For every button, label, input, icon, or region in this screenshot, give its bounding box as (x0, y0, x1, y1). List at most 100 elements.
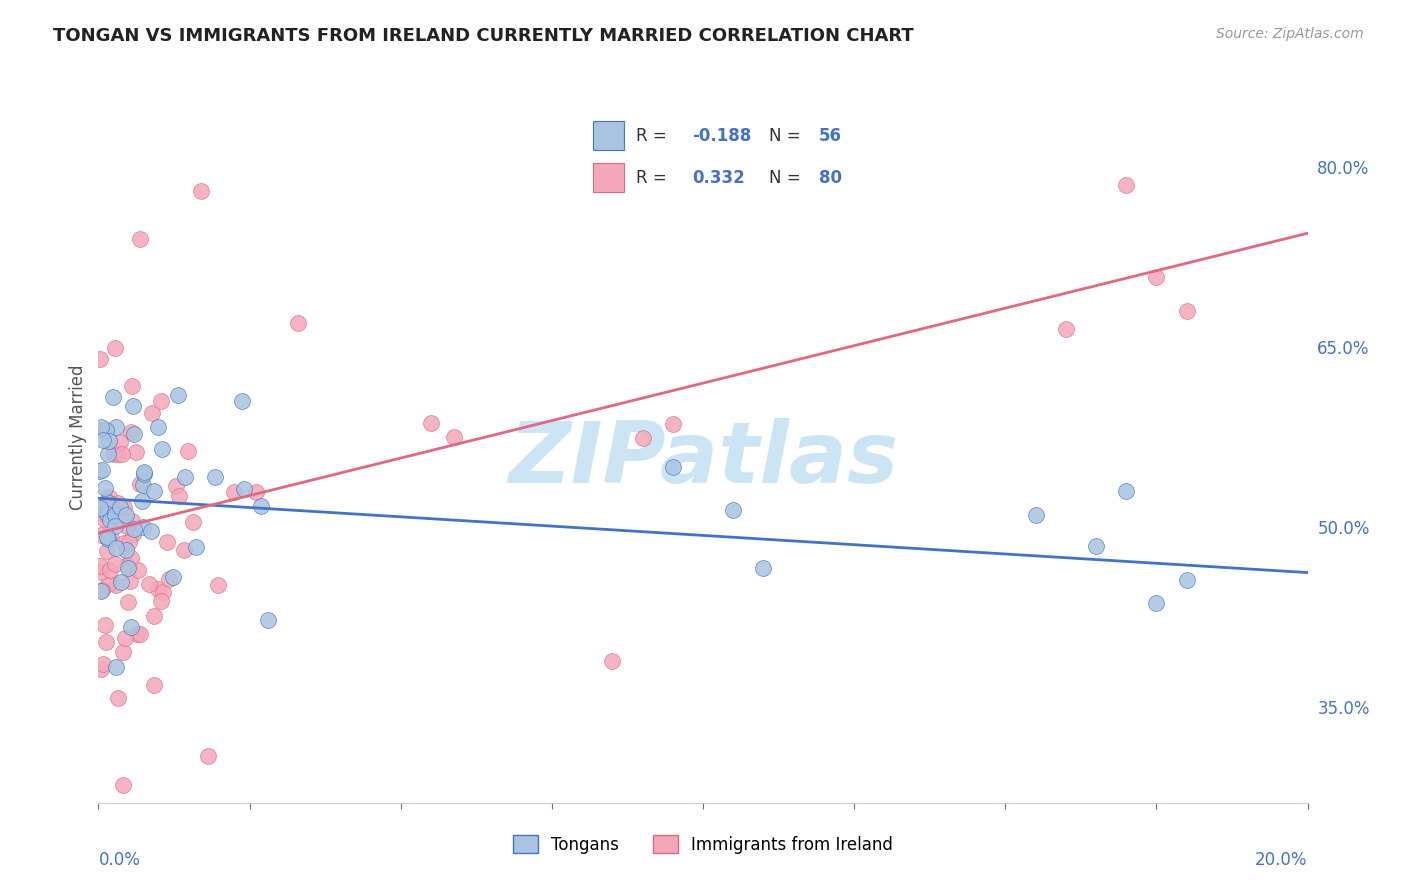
Point (97, 532, 120, 546)
Point (89, 351, 111, 366)
Text: 56: 56 (818, 127, 842, 145)
Point (121, 619, 143, 633)
Point (723, 502, 745, 516)
Point (112, 500, 135, 514)
Point (224, 485, 246, 500)
Point (107, 447, 129, 461)
Point (104, 508, 127, 522)
Point (93, 506, 115, 520)
Point (115, 558, 138, 573)
Point (142, 608, 165, 623)
Point (157, 572, 180, 586)
Point (127, 627, 149, 641)
Point (631, 431, 654, 445)
Point (94, 617, 117, 632)
Point (98, 434, 121, 448)
Point (752, 561, 775, 575)
Point (173, 470, 195, 484)
Point (1175, 304, 1198, 318)
Point (121, 379, 143, 393)
Point (96, 543, 118, 558)
Point (89, 464, 111, 478)
Point (167, 388, 190, 402)
Point (120, 425, 142, 439)
Point (100, 531, 122, 545)
Point (105, 541, 128, 555)
Point (96, 494, 118, 508)
Point (245, 485, 267, 500)
Point (156, 535, 179, 549)
Point (96, 530, 118, 544)
Point (143, 678, 166, 692)
Point (89, 558, 111, 573)
Point (90, 662, 112, 676)
Point (104, 341, 127, 355)
Point (184, 540, 207, 554)
Point (1085, 540, 1108, 554)
Point (127, 563, 149, 577)
Point (1144, 596, 1167, 610)
Point (190, 184, 212, 198)
Point (146, 420, 169, 434)
Text: 0.332: 0.332 (692, 169, 745, 186)
Point (96, 635, 118, 649)
Point (134, 467, 156, 482)
Point (89, 423, 111, 437)
Point (107, 496, 129, 510)
Point (128, 232, 150, 246)
Point (250, 499, 273, 513)
Point (98, 490, 121, 504)
Point (131, 493, 153, 508)
Point (146, 582, 169, 596)
Point (197, 749, 219, 764)
Point (602, 654, 624, 668)
Text: 0.0%: 0.0% (98, 851, 141, 869)
Text: N =: N = (769, 169, 806, 186)
Point (94, 423, 117, 437)
Point (122, 522, 145, 536)
FancyBboxPatch shape (593, 121, 624, 150)
Point (1144, 270, 1167, 285)
Point (98, 563, 121, 577)
Point (104, 557, 127, 571)
Point (167, 489, 190, 503)
Point (115, 508, 138, 522)
Point (152, 585, 174, 599)
Point (177, 443, 200, 458)
Point (139, 524, 162, 538)
Point (104, 578, 127, 592)
Text: TONGAN VS IMMIGRANTS FROM IRELAND CURRENTLY MARRIED CORRELATION CHART: TONGAN VS IMMIGRANTS FROM IRELAND CURREN… (53, 27, 914, 45)
Point (165, 479, 187, 493)
Point (420, 416, 443, 430)
Point (131, 478, 153, 492)
Point (98, 512, 121, 526)
Point (112, 536, 135, 550)
Point (91, 507, 114, 521)
Point (143, 484, 166, 499)
Point (107, 690, 129, 705)
Y-axis label: Currently Married: Currently Married (69, 364, 87, 510)
Point (104, 519, 127, 533)
Point (1175, 573, 1198, 587)
Point (90, 584, 112, 599)
Point (132, 519, 155, 533)
Point (173, 543, 195, 558)
Text: R =: R = (636, 127, 672, 145)
Point (1024, 508, 1046, 523)
Point (150, 442, 173, 456)
Text: 80: 80 (818, 169, 842, 186)
Point (1054, 322, 1077, 336)
Text: R =: R = (636, 169, 672, 186)
Point (90, 528, 112, 542)
Point (110, 575, 132, 590)
Point (100, 497, 122, 511)
Point (97, 577, 120, 591)
Point (108, 435, 131, 450)
Point (110, 500, 132, 514)
Text: ZIPatlas: ZIPatlas (508, 417, 898, 500)
Point (231, 393, 253, 408)
Point (120, 550, 142, 565)
Point (114, 631, 136, 645)
Point (104, 660, 127, 674)
Point (90, 566, 112, 580)
